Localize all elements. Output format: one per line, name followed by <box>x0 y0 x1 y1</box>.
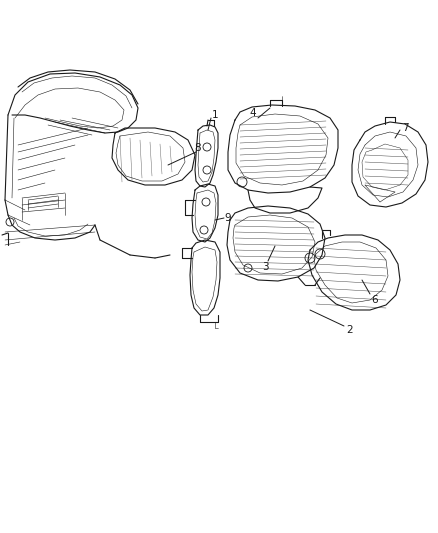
Text: 8: 8 <box>194 143 201 153</box>
Polygon shape <box>195 125 218 187</box>
Polygon shape <box>190 240 220 315</box>
Text: 2: 2 <box>347 325 353 335</box>
Text: 9: 9 <box>225 213 231 223</box>
Text: 4: 4 <box>250 108 256 118</box>
Polygon shape <box>228 105 338 193</box>
Polygon shape <box>112 128 195 185</box>
Text: 3: 3 <box>261 262 268 272</box>
Text: 7: 7 <box>402 123 408 133</box>
Polygon shape <box>308 235 400 310</box>
Text: 1: 1 <box>212 110 218 120</box>
Polygon shape <box>352 122 428 207</box>
Text: 6: 6 <box>372 295 378 305</box>
Polygon shape <box>227 206 325 281</box>
Polygon shape <box>192 184 218 242</box>
